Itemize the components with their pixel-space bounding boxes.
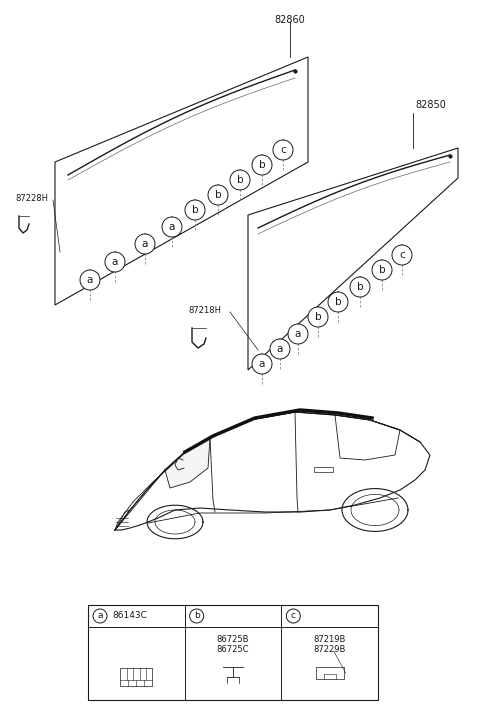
Bar: [88, 605, 378, 700]
Text: b: b: [357, 282, 363, 292]
Circle shape: [252, 155, 272, 175]
Text: 86143C: 86143C: [112, 611, 147, 621]
Text: a: a: [277, 344, 283, 354]
Circle shape: [208, 185, 228, 205]
Circle shape: [252, 354, 272, 374]
Circle shape: [288, 324, 308, 344]
Text: a: a: [259, 359, 265, 369]
Circle shape: [230, 170, 250, 190]
Text: 87229B: 87229B: [313, 644, 346, 654]
Circle shape: [392, 245, 412, 265]
Text: b: b: [215, 190, 221, 200]
Circle shape: [93, 609, 107, 623]
Text: a: a: [112, 257, 118, 267]
Text: 87228H: 87228H: [15, 194, 48, 202]
Circle shape: [372, 260, 392, 280]
Circle shape: [80, 270, 100, 290]
Text: 86725B: 86725B: [217, 634, 249, 644]
Text: b: b: [379, 265, 385, 275]
Circle shape: [273, 140, 293, 160]
Text: b: b: [335, 297, 341, 307]
Circle shape: [135, 234, 155, 254]
Text: 87219B: 87219B: [313, 634, 346, 644]
Circle shape: [190, 609, 204, 623]
Text: b: b: [192, 205, 198, 215]
Text: a: a: [169, 222, 175, 232]
Text: a: a: [97, 611, 103, 621]
Circle shape: [185, 200, 205, 220]
Text: 87218H: 87218H: [188, 305, 221, 315]
Text: b: b: [194, 611, 200, 621]
Polygon shape: [165, 438, 210, 488]
Text: b: b: [315, 312, 321, 322]
Text: c: c: [399, 250, 405, 260]
Text: 86725C: 86725C: [217, 644, 249, 654]
Text: b: b: [259, 160, 265, 170]
Text: b: b: [237, 175, 243, 185]
Circle shape: [350, 277, 370, 297]
Text: 82850: 82850: [415, 100, 446, 110]
Text: 82860: 82860: [275, 15, 305, 25]
Circle shape: [328, 292, 348, 312]
Circle shape: [162, 217, 182, 237]
Text: a: a: [295, 329, 301, 339]
Bar: [120, 667, 152, 685]
Circle shape: [105, 252, 125, 272]
Text: c: c: [291, 611, 296, 621]
Text: a: a: [87, 275, 93, 285]
Text: c: c: [280, 145, 286, 155]
Bar: [316, 667, 344, 679]
Circle shape: [270, 339, 290, 359]
Circle shape: [308, 307, 328, 327]
Circle shape: [287, 609, 300, 623]
Text: a: a: [142, 239, 148, 249]
